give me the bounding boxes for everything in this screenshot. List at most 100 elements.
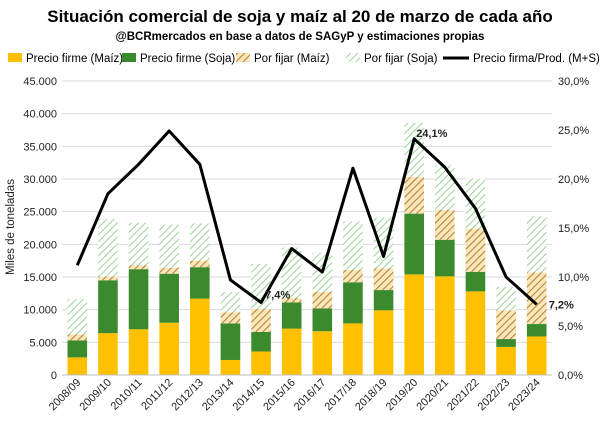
y-axis-label: Miles de toneladas — [5, 179, 17, 275]
bar-3-2020/21 — [435, 209, 455, 240]
bar-4-2011/12 — [159, 224, 179, 268]
bar-1-2013/14 — [220, 359, 241, 375]
x-tick-label: 2017/18 — [322, 377, 359, 414]
y2-tick-label: 10,0% — [558, 272, 589, 284]
bar-4-2013/14 — [220, 292, 241, 313]
x-tick-label: 2022/23 — [476, 377, 513, 414]
bar-4-2017/18 — [343, 221, 363, 270]
bar-3-2018/19 — [373, 268, 394, 291]
bar-1-2015/16 — [281, 328, 302, 375]
bar-2-2021/22 — [465, 271, 486, 292]
bar-1-2009/10 — [98, 333, 118, 375]
bar-1-2014/15 — [251, 351, 271, 375]
bar-1-2023/24 — [526, 336, 547, 375]
legend: Precio firme (Maíz) Precio firme (Soja) Po… — [8, 53, 600, 65]
x-tick-label: 2008/09 — [47, 377, 84, 414]
bar-1-2017/18 — [343, 323, 363, 375]
x-tick-label: 2015/16 — [261, 377, 298, 414]
bar-3-2008/09 — [67, 334, 88, 341]
legend-label-line: Precio firma/Prod. (M+S) — [473, 53, 600, 65]
legend-swatch-3 — [236, 53, 250, 62]
bar-2-2017/18 — [343, 282, 363, 324]
annotations: 7,4% 24,1% 7,2% — [265, 128, 574, 312]
legend-swatch-4 — [346, 53, 360, 62]
y2-tick-label: 0,0% — [558, 370, 583, 382]
bar-2-2009/10 — [98, 280, 118, 334]
bar-3-2022/23 — [496, 310, 516, 340]
y-tick-label: 35.000 — [23, 141, 57, 153]
bar-4-2022/23 — [496, 286, 516, 311]
bar-2-2008/09 — [67, 340, 88, 358]
x-tick-label: 2010/11 — [109, 377, 145, 413]
bar-1-2010/11 — [128, 329, 149, 375]
y-tick-label: 45.000 — [23, 76, 57, 88]
ratio-polyline — [75, 129, 538, 306]
bar-3-2009/10 — [98, 276, 118, 281]
x-tick-label: 2018/19 — [353, 377, 390, 414]
bar-2-2014/15 — [251, 331, 271, 352]
bar-1-2022/23 — [496, 346, 516, 375]
bar-3-2019/20 — [404, 177, 424, 214]
bar-4-2012/13 — [190, 223, 210, 261]
x-tick-label: 2014/15 — [231, 377, 268, 414]
legend-label-1: Precio firme (Maíz) — [26, 53, 123, 65]
bar-2-2015/16 — [281, 302, 302, 329]
bar-1-2016/17 — [312, 331, 333, 375]
bar-3-2010/11 — [128, 265, 149, 270]
bar-1-2011/12 — [159, 322, 179, 375]
legend-swatch-2 — [122, 53, 136, 62]
y-tick-label: 5.000 — [29, 337, 57, 349]
bar-3-2021/22 — [465, 228, 486, 272]
y2-tick-label: 25,0% — [558, 125, 589, 137]
bar-2-2022/23 — [496, 339, 516, 347]
bar-2-2011/12 — [159, 273, 179, 323]
bar-4-2018/19 — [373, 217, 394, 269]
chart-title: Situación comercial de soja y maíz al 20… — [47, 7, 552, 26]
x-tick-label: 2021/22 — [445, 377, 482, 414]
bar-1-2019/20 — [404, 274, 424, 375]
bar-4-2010/11 — [128, 222, 149, 266]
bar-3-2016/17 — [312, 292, 333, 309]
x-tick-label: 2011/12 — [139, 377, 175, 413]
x-tick-label: 2012/13 — [169, 377, 206, 414]
bars — [67, 122, 547, 375]
x-tick-label: 2020/21 — [414, 377, 451, 414]
y2-tick-label: 30,0% — [558, 76, 589, 88]
bar-2-2019/20 — [404, 213, 424, 275]
x-tick-label: 2009/10 — [77, 377, 114, 414]
legend-label-2: Precio firme (Soja) — [140, 53, 235, 65]
bar-1-2018/19 — [373, 310, 394, 375]
bar-3-2015/16 — [281, 297, 302, 303]
bar-1-2021/22 — [465, 291, 486, 375]
y-tick-label: 25.000 — [23, 207, 57, 219]
bar-2-2020/21 — [435, 239, 455, 277]
bar-2-2010/11 — [128, 269, 149, 330]
bar-3-2017/18 — [343, 269, 363, 283]
x-tick-label: 2013/14 — [200, 377, 237, 414]
legend-label-3: Por fijar (Maíz) — [254, 53, 330, 65]
annotation-label: 7,2% — [549, 299, 574, 311]
chart-subtitle: @BCRmercados en base a datos de SAGyP y … — [116, 31, 485, 43]
y-tick-label: 30.000 — [23, 174, 57, 186]
bar-3-2011/12 — [159, 267, 179, 274]
legend-swatch-1 — [8, 53, 22, 62]
y2-tick-label: 20,0% — [558, 174, 589, 186]
bar-2-2023/24 — [526, 324, 547, 337]
y2-tick-label: 5,0% — [558, 321, 583, 333]
bar-4-2009/10 — [98, 218, 118, 277]
bar-1-2020/21 — [435, 276, 455, 375]
x-tick-label: 2023/24 — [506, 377, 543, 414]
y-tick-label: 10.000 — [23, 305, 57, 317]
bar-2-2016/17 — [312, 308, 333, 332]
bar-3-2014/15 — [251, 309, 271, 332]
bar-2-2013/14 — [220, 323, 241, 360]
bar-4-2023/24 — [526, 216, 547, 273]
y2-tick-label: 15,0% — [558, 223, 589, 235]
y-tick-label: 15.000 — [23, 272, 57, 284]
bar-3-2013/14 — [220, 312, 241, 324]
y-tick-label: 20.000 — [23, 239, 57, 251]
bar-3-2012/13 — [190, 260, 210, 268]
ratio-line — [75, 129, 538, 306]
